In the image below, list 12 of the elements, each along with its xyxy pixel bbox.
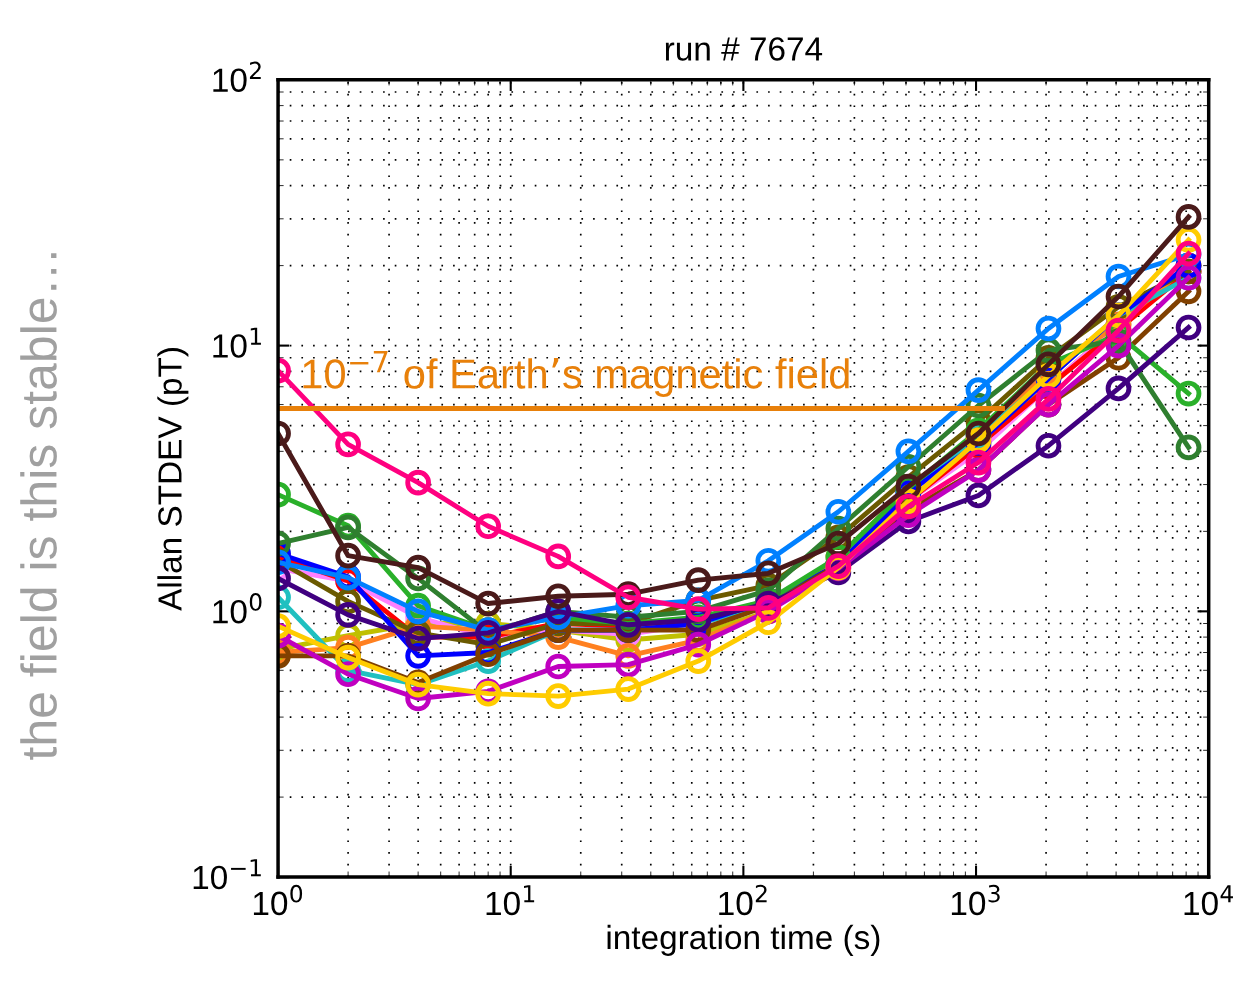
- x-axis-title: integration time (s): [607, 924, 880, 956]
- x-tick-label: 10$^{3}$: [951, 884, 1000, 916]
- x-tick-label: 10$^{2}$: [719, 884, 767, 916]
- chart-title: run # 7674: [665, 37, 823, 61]
- y-tick-label: 10$^{2}$: [213, 61, 261, 93]
- x-tick-label: 10$^{1}$: [486, 885, 535, 916]
- y-axis-title: Allan STDEV (pT): [157, 348, 189, 611]
- y-tick-label: 10$^{1}$: [213, 327, 261, 358]
- text: the field is this stable…: [20, 253, 57, 760]
- x-tick-label: 10$^{4}$: [1184, 885, 1233, 916]
- annotation: 10$^{−7}$ of Earth’s magnetic field: [303, 351, 849, 397]
- y-tick-label: 10$^{0}$: [213, 593, 262, 624]
